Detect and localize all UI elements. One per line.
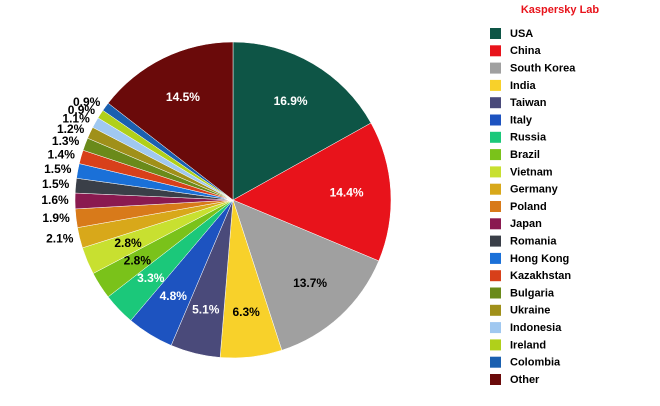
legend-label: Hong Kong	[510, 253, 569, 265]
pie-slice	[107, 41, 234, 201]
value-label: 2.8%	[114, 236, 142, 250]
legend-swatch	[490, 62, 501, 74]
value-label: 2.1%	[46, 232, 74, 246]
legend-swatch	[490, 114, 501, 126]
value-label: 3.3%	[137, 271, 165, 285]
legend-label: Vietnam	[510, 166, 553, 178]
value-label: 1.5%	[44, 162, 72, 176]
source-label: Kaspersky Lab	[521, 4, 600, 16]
value-label: 1.6%	[41, 193, 69, 207]
legend-label: Russia	[510, 132, 547, 144]
legend-label: Poland	[510, 201, 547, 213]
legend-label: Brazil	[510, 149, 540, 161]
pie-slice	[232, 41, 372, 201]
legend-swatch	[490, 28, 501, 39]
legend-swatch	[490, 201, 501, 212]
value-label: 4.8%	[160, 289, 188, 303]
legend-label: India	[510, 80, 537, 92]
legend-swatch	[490, 339, 501, 351]
value-label: 1.3%	[52, 134, 80, 148]
legend-swatch	[490, 97, 501, 109]
legend-swatch	[490, 218, 501, 230]
legend-swatch	[490, 149, 501, 161]
value-label: 5.1%	[192, 303, 220, 317]
value-label: 14.4%	[330, 186, 364, 200]
legend-swatch	[490, 304, 501, 316]
value-label: 1.5%	[42, 177, 70, 191]
legend-label: Germany	[510, 184, 559, 196]
value-label: 13.7%	[293, 276, 327, 290]
legend-label: Romania	[510, 236, 557, 248]
legend-label: Italy	[510, 114, 533, 126]
legend-label: Other	[510, 374, 540, 386]
legend-label: Ireland	[510, 339, 546, 351]
value-label: 1.4%	[48, 147, 76, 161]
pie-slice	[232, 199, 380, 351]
legend-swatch	[490, 356, 501, 368]
legend-swatch	[490, 235, 501, 247]
legend-label: China	[510, 45, 541, 57]
legend-swatch	[490, 131, 501, 143]
legend-label: USA	[510, 28, 533, 40]
legend-label: Kazakhstan	[510, 270, 571, 282]
legend-swatch	[490, 374, 501, 385]
legend-label: South Korea	[510, 63, 576, 75]
value-label: 14.5%	[166, 90, 200, 104]
value-label: 16.9%	[274, 94, 308, 108]
legend-label: Japan	[510, 218, 542, 230]
value-label: 1.9%	[42, 211, 70, 225]
legend-swatch	[490, 252, 501, 264]
value-label: 0.9%	[68, 103, 96, 117]
legend-swatch	[490, 79, 501, 91]
value-label: 2.8%	[124, 254, 152, 268]
legend-swatch	[490, 183, 501, 195]
pie-slice	[232, 122, 392, 262]
value-label: 6.3%	[233, 305, 261, 319]
legend-swatch	[490, 270, 501, 282]
value-label: 0.9%	[73, 95, 101, 109]
legend-swatch	[490, 45, 501, 57]
legend-swatch	[490, 287, 501, 299]
value-label: 1.2%	[57, 122, 85, 136]
legend-label: Bulgaria	[510, 287, 555, 299]
legend-label: Taiwan	[510, 97, 547, 109]
legend-label: Ukraine	[510, 305, 550, 317]
legend-label: Colombia	[510, 357, 561, 369]
value-label: 1.1%	[62, 112, 90, 126]
legend-swatch	[490, 166, 501, 178]
legend-label: Indonesia	[510, 322, 562, 334]
legend-swatch	[490, 322, 501, 334]
